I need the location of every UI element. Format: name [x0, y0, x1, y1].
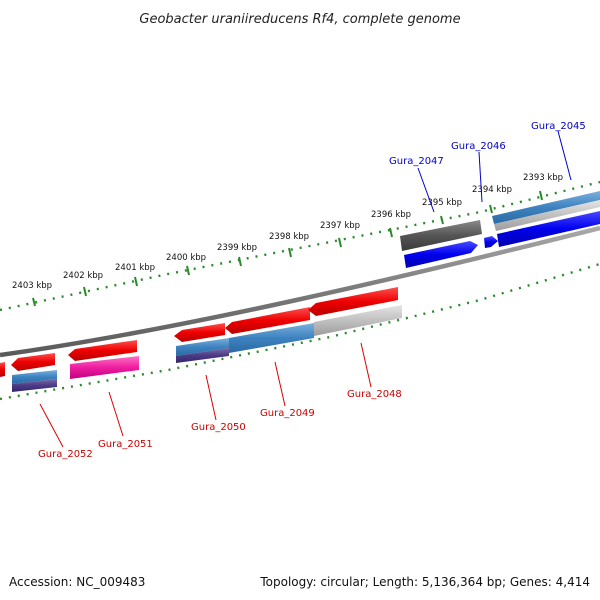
cog-block-gura-2049 [229, 323, 314, 353]
leader-line [205, 374, 217, 421]
tick-mark [288, 247, 292, 258]
leader-line [417, 167, 435, 213]
tick-mark [539, 190, 543, 201]
tick-label: 2395 kbp [422, 198, 462, 208]
inner-tick-ring [0, 262, 600, 401]
cog-block-gura-2051 [70, 356, 139, 379]
cog-block-gura-2045 [492, 191, 600, 224]
forward-strand-genes [400, 191, 600, 268]
tick-label: 2402 kbp [63, 271, 103, 281]
leader-line [360, 342, 372, 388]
tick-label: 2399 kbp [217, 243, 257, 253]
cog-block-gura-2047 [400, 220, 482, 251]
tick-label: 2396 kbp [371, 210, 411, 220]
leader-line [39, 403, 64, 448]
tick-label: 2403 kbp [12, 281, 52, 291]
gene-arrow-gura-2046[interactable] [484, 236, 498, 248]
map-title: Geobacter uraniireducens Rf4, complete g… [139, 12, 460, 27]
gene-arrow-gura-2051[interactable] [68, 340, 137, 361]
tick-label: 2394 kbp [472, 185, 512, 195]
genome-backbone [0, 225, 600, 358]
cog-block-gura-2048 [314, 305, 402, 336]
topology-text: Topology: circular; Length: 5,136,364 bp… [259, 575, 590, 589]
cog-block-gura-2050-b [176, 348, 229, 363]
gene-arrow-gura-2050[interactable] [174, 323, 225, 342]
tick-label: 2400 kbp [166, 253, 206, 263]
cog-block-gura-2052-a [12, 370, 57, 384]
gene-arrow-gura-2047[interactable] [404, 241, 478, 268]
tick-mark [134, 276, 138, 287]
outer-tick-ring [0, 180, 600, 312]
leader-line [557, 130, 572, 181]
tick-mark [186, 265, 190, 276]
gene-label-gura-2047[interactable]: Gura_2047 [389, 156, 444, 167]
gene-label-gura-2046[interactable]: Gura_2046 [451, 141, 506, 152]
tick-mark [338, 237, 342, 248]
leader-line [108, 391, 124, 437]
leader-line [274, 361, 286, 407]
tick-mark [389, 227, 393, 238]
tick-mark [83, 286, 87, 297]
gene-label-gura-2050[interactable]: Gura_2050 [191, 422, 246, 433]
tick-mark [440, 215, 444, 225]
tick-label: 2401 kbp [115, 263, 155, 273]
cog-blocks-reverse [12, 305, 402, 392]
gene-label-gura-2045[interactable]: Gura_2045 [531, 121, 586, 132]
tick-mark [238, 256, 242, 267]
gene-arrow-edge[interactable] [0, 362, 5, 377]
tick-label: 2397 kbp [320, 221, 360, 231]
cog-block-gura-2045-b [494, 200, 600, 231]
accession-text: Accession: NC_009483 [9, 575, 145, 589]
gene-arrow-gura-2045[interactable] [497, 211, 600, 247]
tick-mark [32, 297, 36, 307]
gene-arrow-gura-2052[interactable] [11, 353, 55, 371]
tick-labels: 2403 kbp 2402 kbp 2401 kbp 2400 kbp 2399… [12, 173, 563, 291]
cog-block-gura-2052-b [12, 379, 57, 392]
leader-line [478, 151, 483, 203]
cog-block-gura-2050-a [176, 338, 229, 356]
tick-label: 2398 kbp [269, 232, 309, 242]
forward-label-leaders [417, 130, 572, 213]
gene-label-gura-2049[interactable]: Gura_2049 [260, 408, 315, 419]
reverse-strand-genes [0, 287, 398, 377]
gene-label-gura-2052[interactable]: Gura_2052 [38, 449, 93, 460]
gene-label-gura-2051[interactable]: Gura_2051 [98, 439, 153, 450]
gene-label-gura-2048[interactable]: Gura_2048 [347, 389, 402, 400]
tick-label: 2393 kbp [523, 173, 563, 183]
gene-arrow-gura-2049[interactable] [225, 307, 310, 334]
gene-arrow-gura-2048[interactable] [308, 287, 398, 316]
reverse-label-leaders [39, 342, 372, 448]
tick-mark [489, 204, 493, 214]
